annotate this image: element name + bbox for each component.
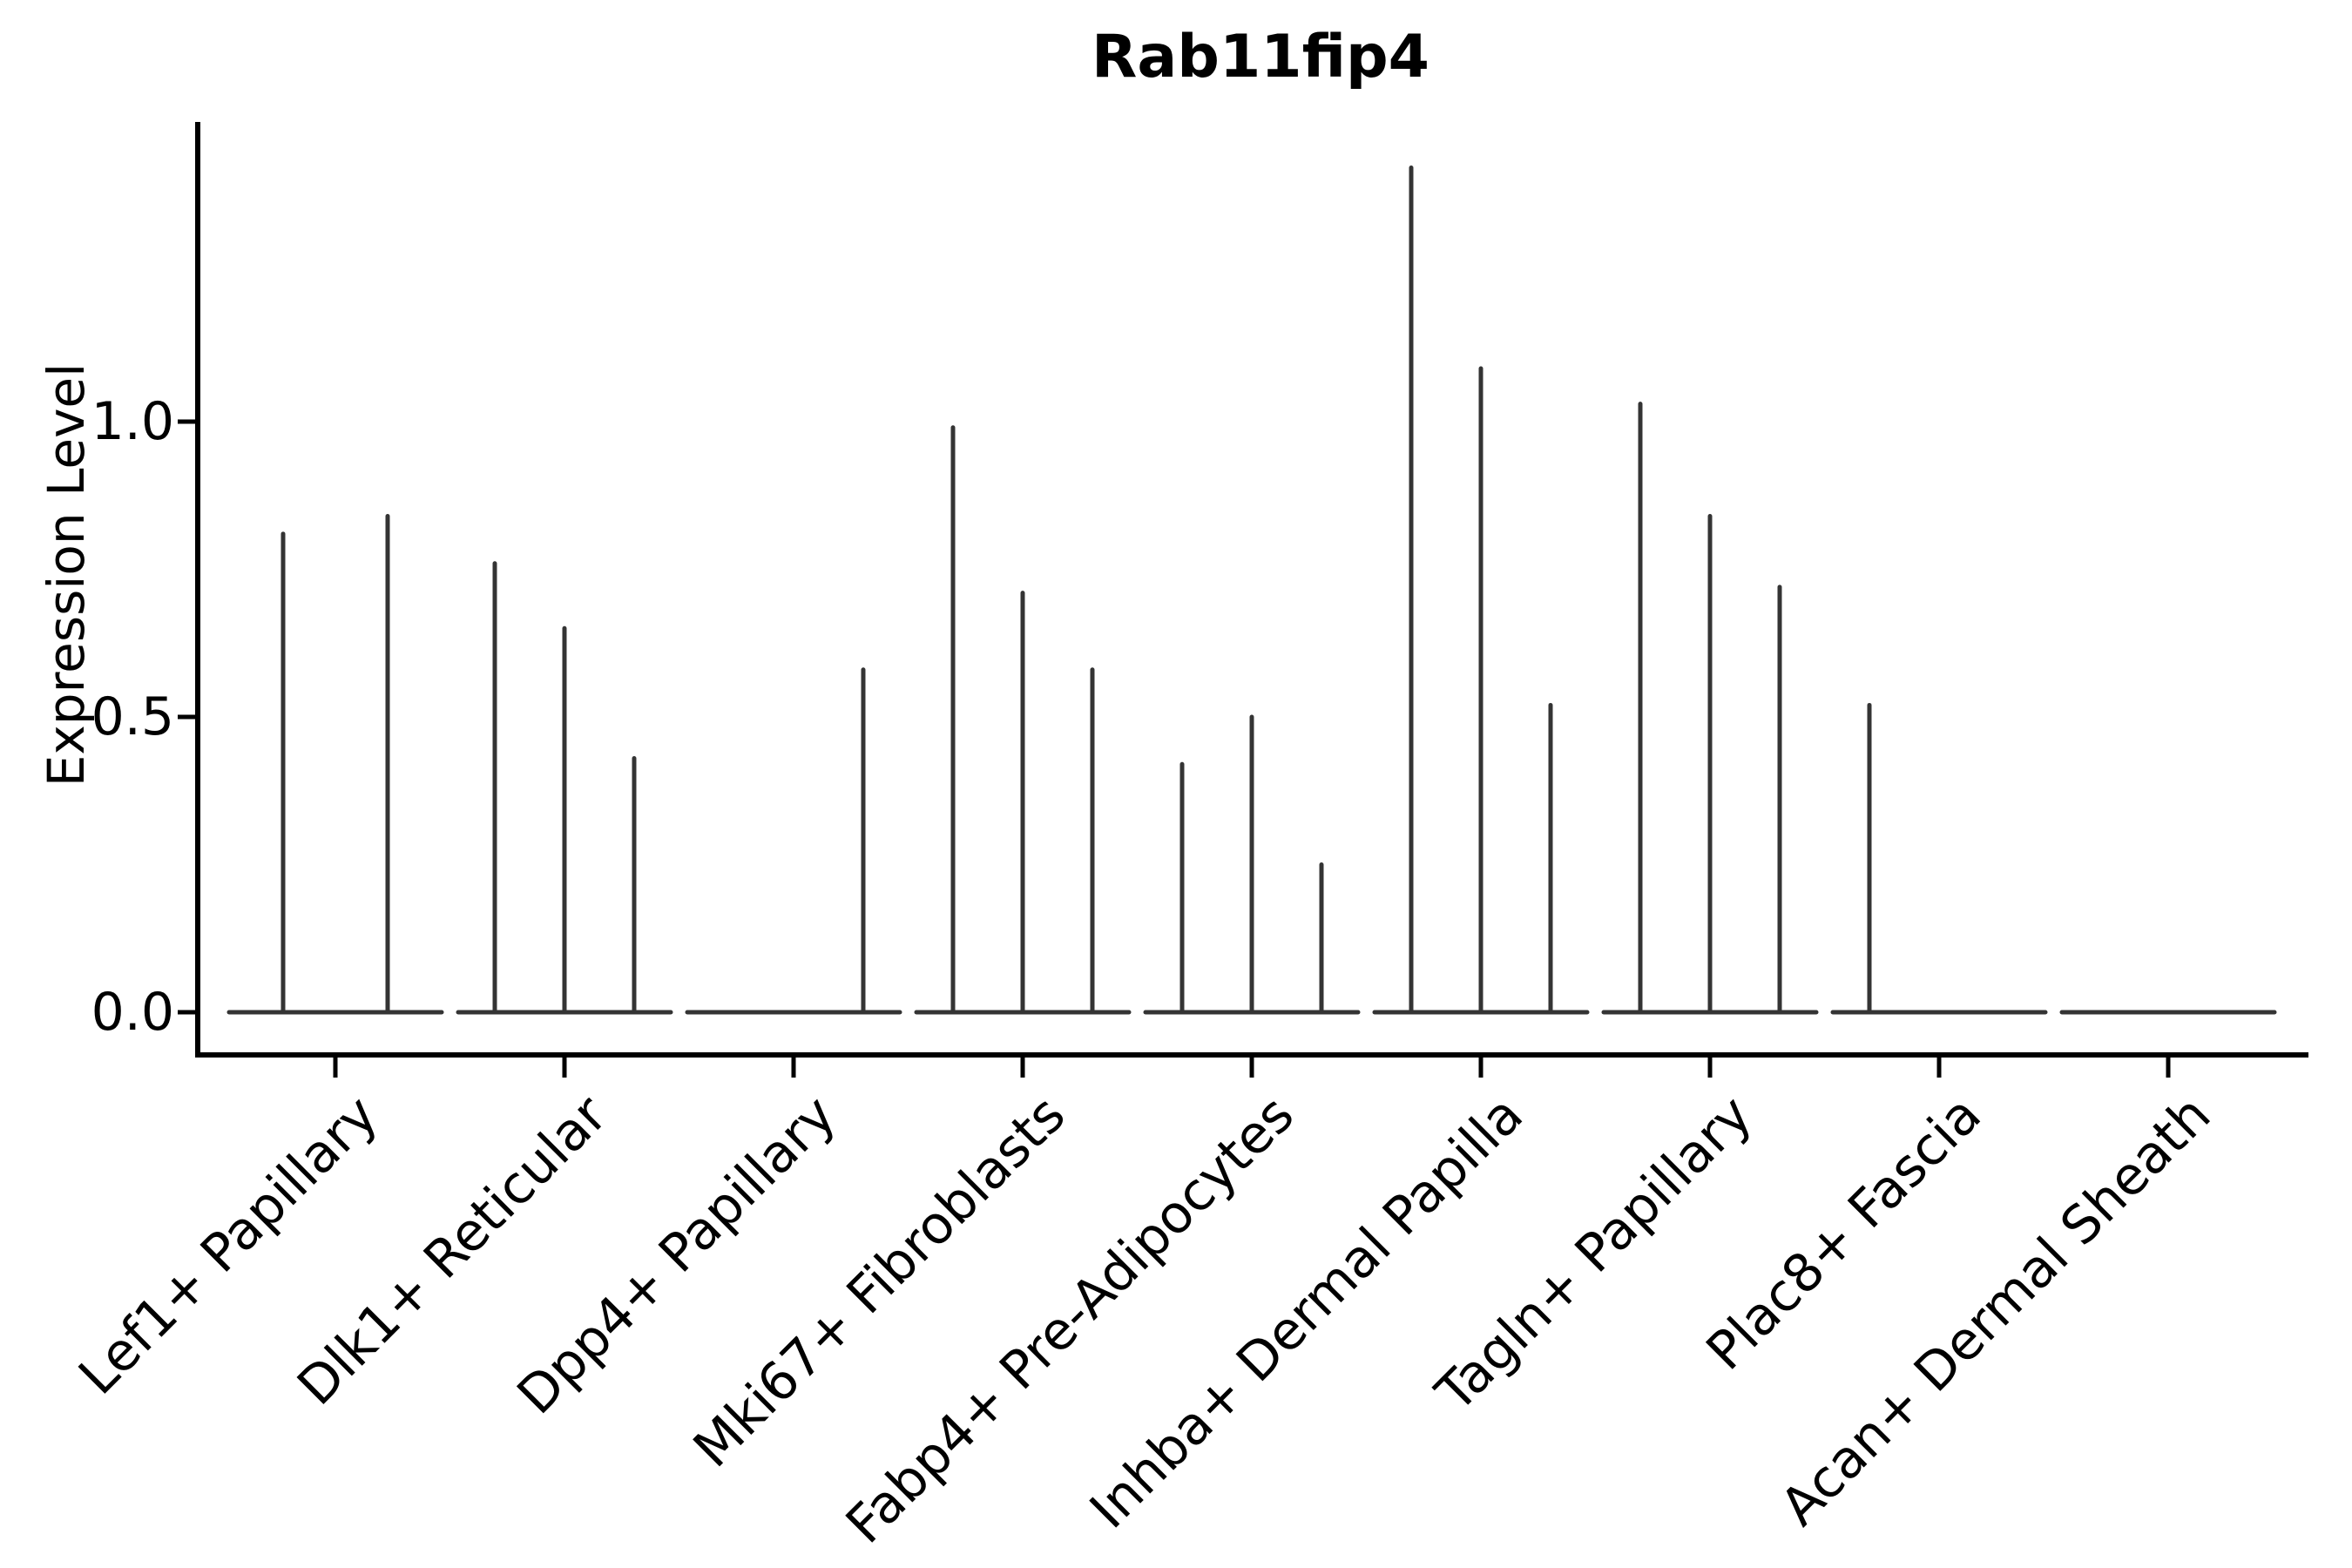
y-tick-label: 1.0 bbox=[91, 391, 174, 452]
chart-title: Rab11fip4 bbox=[1092, 23, 1429, 91]
y-tick-label: 0.0 bbox=[91, 982, 174, 1043]
y-tick-label: 0.5 bbox=[91, 686, 174, 747]
